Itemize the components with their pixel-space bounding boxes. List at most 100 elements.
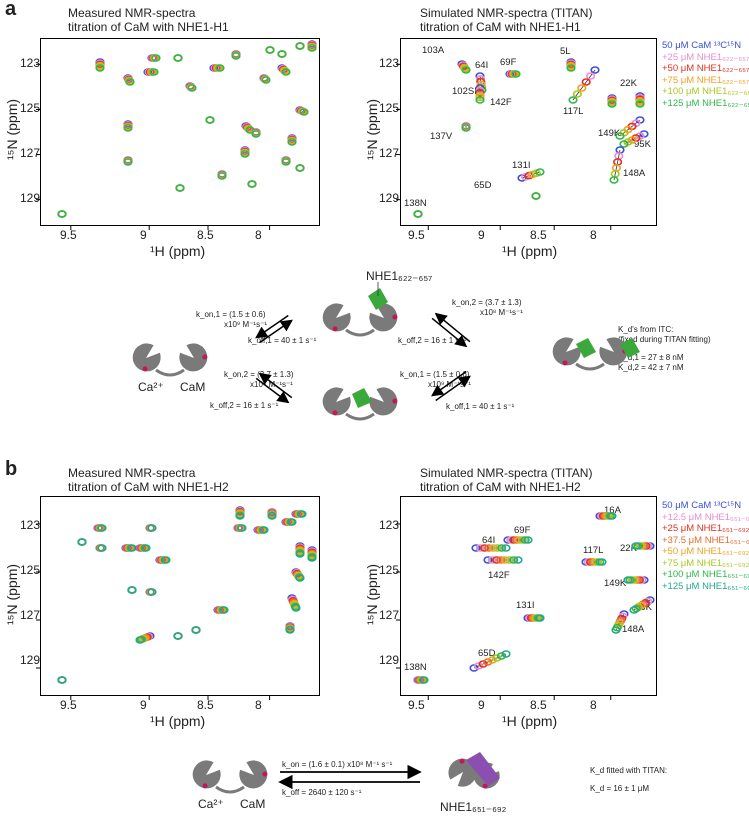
- measured-peak: [127, 586, 137, 594]
- peak-label: 131I: [512, 160, 531, 171]
- simulated-peak: [488, 544, 498, 552]
- measured-peak: [123, 124, 133, 132]
- scheme-a-kon1-top: k_on,1 = (1.5 ± 0.6) x10⁹ M⁻¹s⁻¹: [196, 310, 267, 329]
- nhe1-peptide: [352, 388, 372, 408]
- simulated-peak: [483, 658, 493, 666]
- simulated-peak: [615, 132, 625, 140]
- cam-lobe-shape: [132, 343, 161, 372]
- simulated-peak: [619, 140, 629, 148]
- xtick: 9.5: [60, 698, 77, 712]
- measured-peak: [147, 524, 157, 532]
- ytick: 129: [379, 191, 400, 205]
- panel-b-simulated-title: Simulated NMR-spectra (TITAN) titration …: [420, 466, 593, 494]
- measured-peak: [173, 632, 183, 640]
- peak-label: 148A: [623, 168, 646, 179]
- measured-peak: [231, 52, 241, 60]
- calcium-ion: [482, 783, 488, 789]
- scheme-a-itc-note: K_d's from ITC: (fixed during TITAN fitt…: [618, 325, 711, 372]
- measured-peak: [123, 158, 133, 166]
- xtick: 9: [478, 698, 485, 712]
- cam-c-lobe: [239, 760, 268, 789]
- cam-n-lobe: [322, 387, 351, 416]
- simulated-peak: [501, 544, 511, 552]
- xtick: 8.5: [530, 228, 547, 242]
- xtick: 9.5: [408, 228, 425, 242]
- simulated-peak: [631, 542, 641, 550]
- measured-peak: [307, 44, 317, 52]
- calcium-ion: [459, 758, 465, 764]
- simulated-peak: [413, 210, 423, 218]
- cam-n-lobe: [322, 303, 351, 332]
- equilibrium-arrow: [431, 370, 467, 397]
- simulated-peak: [461, 124, 471, 132]
- simulated-peak: [511, 536, 522, 544]
- simulated-peak: [475, 96, 485, 104]
- legend-entry: +125 μM NHE1₆₂₂₋₆₅₇: [662, 97, 749, 109]
- simulated-peak: [607, 512, 617, 520]
- simulated-peak: [500, 556, 510, 564]
- measured-peak: [215, 64, 225, 72]
- calcium-ion: [392, 398, 398, 404]
- legend-entry: 50 μM CaM ¹³C¹⁵N: [662, 40, 742, 51]
- measured-peak: [57, 676, 67, 684]
- equilibrium-arrow: [435, 375, 471, 402]
- simulated-peak: [577, 84, 587, 92]
- cam-linker: [575, 362, 605, 371]
- panel-a-measured-plot: [40, 38, 320, 226]
- legend-entry: +25 μM NHE1₆₂₂₋₆₅₇: [662, 51, 749, 63]
- nhe1-peptide: [368, 288, 388, 310]
- measured-peak: [251, 130, 261, 138]
- measured-peak: [97, 524, 107, 532]
- nhe1-peptide: [620, 338, 640, 358]
- cam-n-lobe: [192, 760, 221, 789]
- simulated-peak: [590, 66, 600, 74]
- simulated-peak: [475, 89, 485, 97]
- simulated-peak: [503, 536, 513, 544]
- simulated-peak: [597, 558, 607, 566]
- simulated-peak: [581, 78, 591, 86]
- panel-a-measured-xlabel: ¹H (ppm): [150, 243, 206, 259]
- xtick: 8: [255, 698, 262, 712]
- cam-n-lobe: [448, 758, 477, 787]
- equilibrium-arrow: [259, 319, 293, 344]
- panel-a-letter: a: [5, 0, 17, 20]
- legend-entry: 50 μM CaM ¹³C¹⁵N: [662, 500, 742, 511]
- panel-a-simulated-title: Simulated NMR-spectra (TITAN) titration …: [420, 6, 593, 34]
- measured-peak: [291, 604, 301, 612]
- calcium-ion: [332, 410, 338, 416]
- peak-label: 69F: [500, 57, 517, 68]
- measured-peak: [307, 554, 317, 562]
- legend-entry: +37.5 μM NHE1₆₅₁₋₆₉₂: [662, 534, 749, 546]
- measured-peak: [237, 524, 247, 532]
- panel-a-simulated-plot: [400, 38, 657, 226]
- ytick: 125: [379, 563, 400, 577]
- peak-label: 64I: [482, 535, 496, 546]
- equilibrium-arrow: [258, 372, 293, 399]
- peak-label: 5L: [560, 46, 571, 57]
- cam-c-lobe: [369, 303, 398, 332]
- equilibrium-arrow: [431, 317, 468, 348]
- xtick: 9: [140, 228, 147, 242]
- measured-peak: [287, 518, 297, 526]
- xtick: 8.5: [197, 698, 214, 712]
- measured-peak: [261, 76, 271, 84]
- ytick: 127: [20, 608, 41, 622]
- peak-label: 138N: [404, 198, 427, 209]
- ytick: 125: [20, 101, 41, 115]
- panel-b-letter: b: [5, 458, 18, 480]
- scheme-b-koff: k_off = 2640 ± 120 s⁻¹: [282, 788, 362, 797]
- ytick: 127: [20, 146, 41, 160]
- legend-entry: +100 μM NHE1₆₂₂₋₆₅₇: [662, 86, 749, 97]
- cam-n-lobe: [552, 337, 581, 366]
- measured-peak: [295, 42, 305, 50]
- simulated-peak: [479, 544, 490, 552]
- measured-peak: [295, 164, 305, 172]
- measured-peak: [141, 544, 151, 552]
- scheme-b-ligand-label: NHE1₆₅₁₋₆₉₂: [440, 800, 507, 814]
- ytick: 123: [379, 56, 400, 70]
- peak-label: 117L: [583, 545, 604, 556]
- calcium-ion: [202, 354, 208, 360]
- measured-peak: [135, 636, 145, 644]
- legend-entry: +50 μM NHE1₆₂₂₋₆₅₇: [662, 63, 749, 74]
